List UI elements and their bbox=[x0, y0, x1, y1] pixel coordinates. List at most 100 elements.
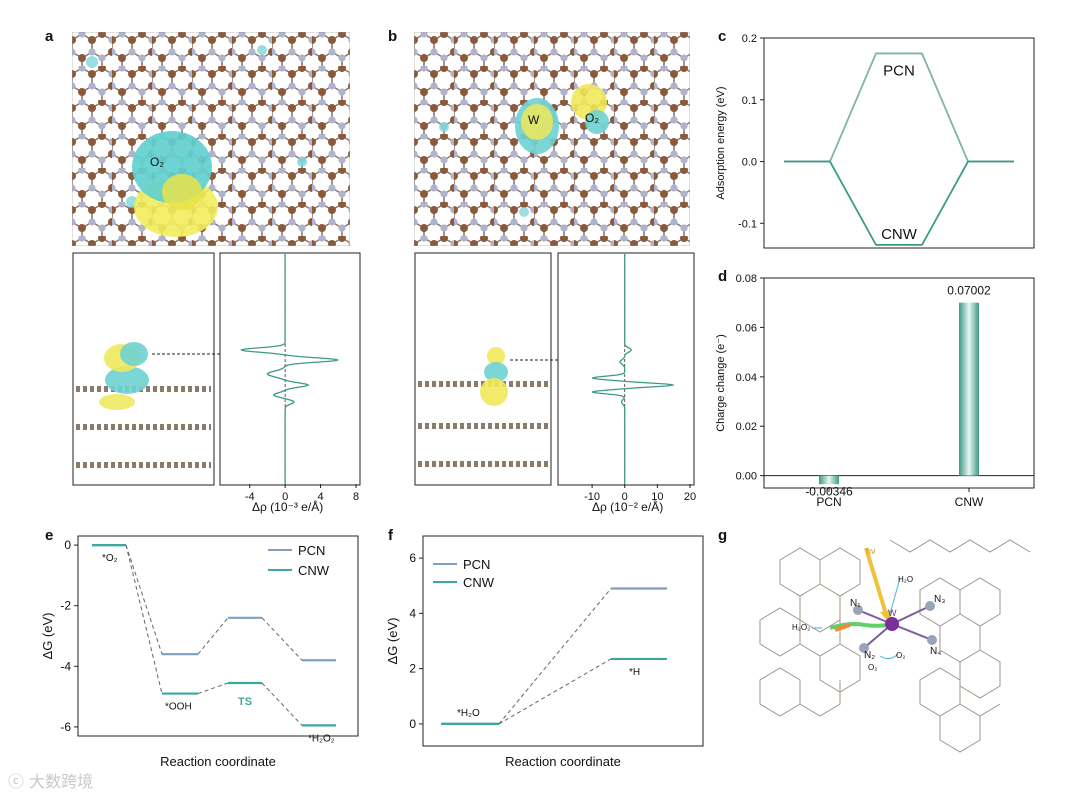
g-label-n1: N₁ bbox=[850, 598, 861, 609]
chart-c-frame bbox=[763, 37, 1035, 249]
chart-e-connector bbox=[125, 544, 163, 655]
chart-d-xtick-label: CNW bbox=[955, 495, 984, 509]
chart-c-series-cnw bbox=[784, 160, 1014, 246]
panel-letter-g: g bbox=[718, 527, 728, 544]
chart-f-frame bbox=[422, 535, 704, 747]
chart-f: 0 2 4 6 ΔG (eV) Reaction coordinate PCN CNW *H₂O… bbox=[385, 535, 704, 769]
profile-a-plot bbox=[240, 254, 339, 484]
profile-tick-label: 10 bbox=[651, 491, 663, 503]
profile-b-xlabel: Δρ (10⁻² e/Å) bbox=[592, 500, 664, 514]
chart-f-connector bbox=[498, 658, 612, 725]
g-label-h2o2: H₂O₂ bbox=[792, 623, 810, 632]
chart-d-xtick-label: PCN bbox=[816, 495, 841, 509]
panel-g-schematic: hν H₂O H₂O₂ O₂ O₂ W N₁ N₂ N₃ N₄ bbox=[759, 539, 1031, 753]
watermark-logo-icon: ⓒ bbox=[8, 772, 25, 791]
chart-c-annotation-cnw: CNW bbox=[881, 226, 918, 243]
chart-e-ylabel: ΔG (eV) bbox=[40, 613, 55, 660]
panel-letter-e: e bbox=[45, 527, 54, 544]
chart-c-ylabel: Adsorption energy (eV) bbox=[715, 86, 727, 199]
profile-b-plot bbox=[591, 254, 674, 484]
chart-e-connector bbox=[197, 682, 229, 695]
panel-letter-a: a bbox=[45, 28, 54, 45]
chart-d-ytick-label: 0.02 bbox=[736, 421, 757, 433]
chart-c: -0.1 0.0 0.1 0.2 Adsorption energy (eV) PCN CN… bbox=[715, 33, 1035, 249]
chart-e-ytick-label: 0 bbox=[64, 538, 71, 552]
chart-d-ylabel: Charge change (e⁻) bbox=[715, 334, 727, 432]
chart-e: 0 -2 -4 -6 ΔG (eV) Reaction coordinate PCN CNW *… bbox=[40, 535, 359, 769]
panel-a-lattice-image bbox=[72, 32, 350, 246]
chart-c-ytick-label: 0.0 bbox=[742, 157, 757, 169]
panel-b-bottom: -10 0 10 20 bbox=[414, 252, 696, 503]
g-label-n4: N₄ bbox=[930, 646, 941, 657]
profile-tick-label: 20 bbox=[684, 491, 696, 503]
chart-f-xlabel: Reaction coordinate bbox=[505, 754, 621, 769]
profile-a-ticks: -4 0 4 8 bbox=[245, 484, 359, 503]
panel-a-bottom: -4 0 4 8 bbox=[72, 252, 361, 503]
panel-letter-f: f bbox=[388, 527, 393, 544]
g-label-o2a: O₂ bbox=[868, 663, 877, 672]
chart-f-legend-label: PCN bbox=[463, 557, 490, 572]
panel-letter-d: d bbox=[718, 268, 728, 285]
watermark: ⓒ 大数跨境 bbox=[8, 768, 93, 792]
chart-e-ytick-label: -6 bbox=[60, 720, 71, 734]
chart-e-connector bbox=[261, 617, 303, 661]
label-b-o2: O₂ bbox=[585, 111, 599, 125]
watermark-text: 大数跨境 bbox=[29, 772, 94, 791]
chart-d-frame bbox=[763, 277, 1035, 489]
chart-e-annotation: *H₂O₂ bbox=[308, 733, 335, 744]
profile-tick-label: 0 bbox=[622, 491, 628, 503]
chart-f-ylabel: ΔG (eV) bbox=[385, 618, 400, 665]
slab-layers-a bbox=[76, 386, 211, 468]
chart-d-ytick-label: 0.00 bbox=[736, 471, 757, 483]
chart-f-ytick-label: 6 bbox=[409, 551, 416, 565]
chart-e-connector bbox=[261, 682, 303, 726]
chart-f-ytick-label: 0 bbox=[409, 717, 416, 731]
chart-e-annotation: *OOH bbox=[165, 702, 192, 713]
chart-d-bar-pcn bbox=[819, 475, 839, 485]
g-label-h2o: H₂O bbox=[898, 575, 913, 584]
profile-tick-label: -4 bbox=[245, 491, 255, 503]
chart-f-annotation: *H₂O bbox=[457, 708, 480, 719]
chart-e-connector bbox=[197, 617, 229, 655]
chart-e-ytick-label: -4 bbox=[60, 659, 71, 673]
g-label-n2: N₂ bbox=[864, 650, 875, 661]
chart-e-connector bbox=[125, 544, 163, 694]
g-label-n3: N₃ bbox=[934, 594, 945, 605]
chart-d-ytick-label: 0.08 bbox=[736, 273, 757, 285]
label-b-w: W bbox=[528, 113, 540, 127]
profile-tick-label: 8 bbox=[353, 491, 359, 503]
chart-e-frame bbox=[77, 535, 359, 737]
profile-b-ticks: -10 0 10 20 bbox=[584, 484, 696, 503]
profile-tick-label: 0 bbox=[282, 491, 288, 503]
chart-d-value-label: 0.07002 bbox=[947, 284, 991, 298]
chart-f-annotation: *H bbox=[629, 667, 640, 678]
chart-c-annotation-pcn: PCN bbox=[883, 62, 915, 79]
chart-e-xlabel: Reaction coordinate bbox=[160, 754, 276, 769]
chart-c-ytick-label: 0.2 bbox=[742, 33, 757, 45]
chart-c-ytick-label: 0.1 bbox=[742, 95, 757, 107]
profile-tick-label: 4 bbox=[318, 491, 324, 503]
chart-d-value-label: -0.00346 bbox=[805, 485, 853, 499]
profile-curve bbox=[591, 254, 674, 484]
chart-f-ytick-label: 4 bbox=[409, 606, 416, 620]
g-label-w: W bbox=[888, 608, 897, 618]
label-a-o2: O₂ bbox=[150, 155, 164, 169]
panel-letter-c: c bbox=[718, 28, 727, 45]
chart-f-connector bbox=[498, 588, 612, 725]
chart-d-ytick-label: 0.06 bbox=[736, 322, 757, 334]
chart-e-annotation-ts: TS bbox=[238, 696, 252, 708]
chart-c-ytick-label: -0.1 bbox=[738, 218, 757, 230]
g-label-o2b: O₂ bbox=[896, 651, 905, 660]
chart-f-legend-label: CNW bbox=[463, 575, 495, 590]
g-label-hv: hν bbox=[866, 546, 876, 556]
profile-curve bbox=[240, 254, 339, 484]
panel-b-lattice-image bbox=[414, 32, 690, 246]
profile-tick-label: -10 bbox=[584, 491, 600, 503]
profile-a-xlabel: Δρ (10⁻³ e/Å) bbox=[252, 500, 324, 514]
chart-d-bar-cnw bbox=[959, 302, 979, 476]
chart-e-legend-label: CNW bbox=[298, 563, 330, 578]
chart-e-annotation: *O₂ bbox=[102, 553, 118, 564]
chart-e-legend-label: PCN bbox=[298, 543, 325, 558]
chart-d-ytick-label: 0.04 bbox=[736, 372, 757, 384]
chart-e-ytick-label: -2 bbox=[60, 599, 71, 613]
